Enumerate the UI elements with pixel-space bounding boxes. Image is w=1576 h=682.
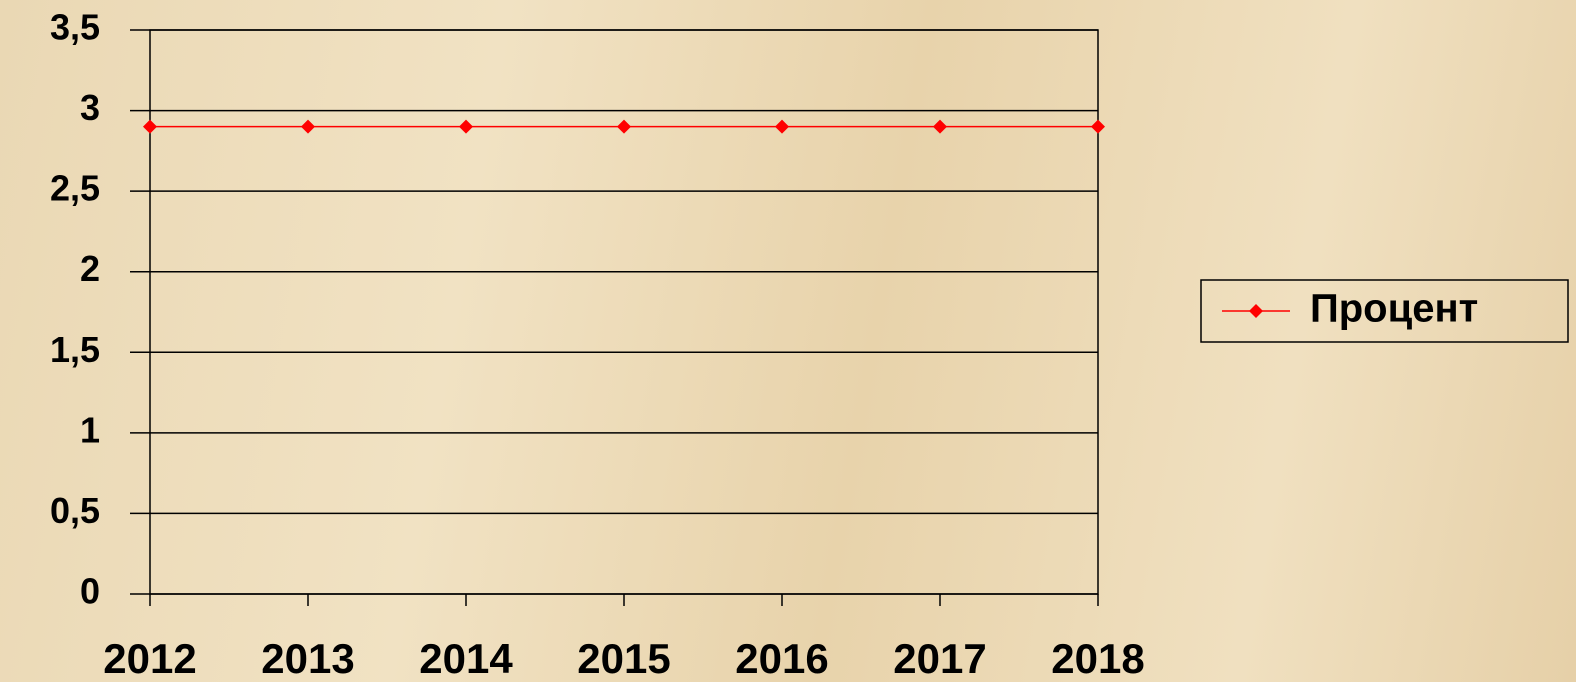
legend-label: Процент <box>1310 287 1478 331</box>
y-tick-label: 0 <box>80 571 100 612</box>
x-tick-label: 2013 <box>261 635 354 682</box>
x-tick-label: 2017 <box>893 635 986 682</box>
point-marker <box>617 119 631 134</box>
x-tick-label: 2014 <box>419 635 513 682</box>
y-tick-label: 0,5 <box>50 490 100 531</box>
y-tick-label: 2,5 <box>50 168 100 209</box>
x-tick-label: 2016 <box>735 635 828 682</box>
point-marker <box>301 119 315 134</box>
point-marker <box>143 119 157 134</box>
x-tick-label: 2012 <box>103 635 196 682</box>
point-marker <box>933 119 947 134</box>
point-marker <box>459 119 473 134</box>
point-marker <box>775 119 789 134</box>
x-tick-label: 2018 <box>1051 635 1144 682</box>
plot-border <box>149 29 1099 595</box>
legend-box <box>1200 279 1569 343</box>
y-tick-label: 1,5 <box>50 329 100 370</box>
y-tick-label: 1 <box>80 409 100 450</box>
y-tick-label: 3,5 <box>50 7 100 48</box>
legend-marker <box>1249 304 1263 318</box>
y-tick-label: 2 <box>80 248 100 289</box>
x-tick-label: 2015 <box>577 635 670 682</box>
point-marker <box>1091 119 1105 134</box>
y-tick-label: 3 <box>80 87 100 128</box>
